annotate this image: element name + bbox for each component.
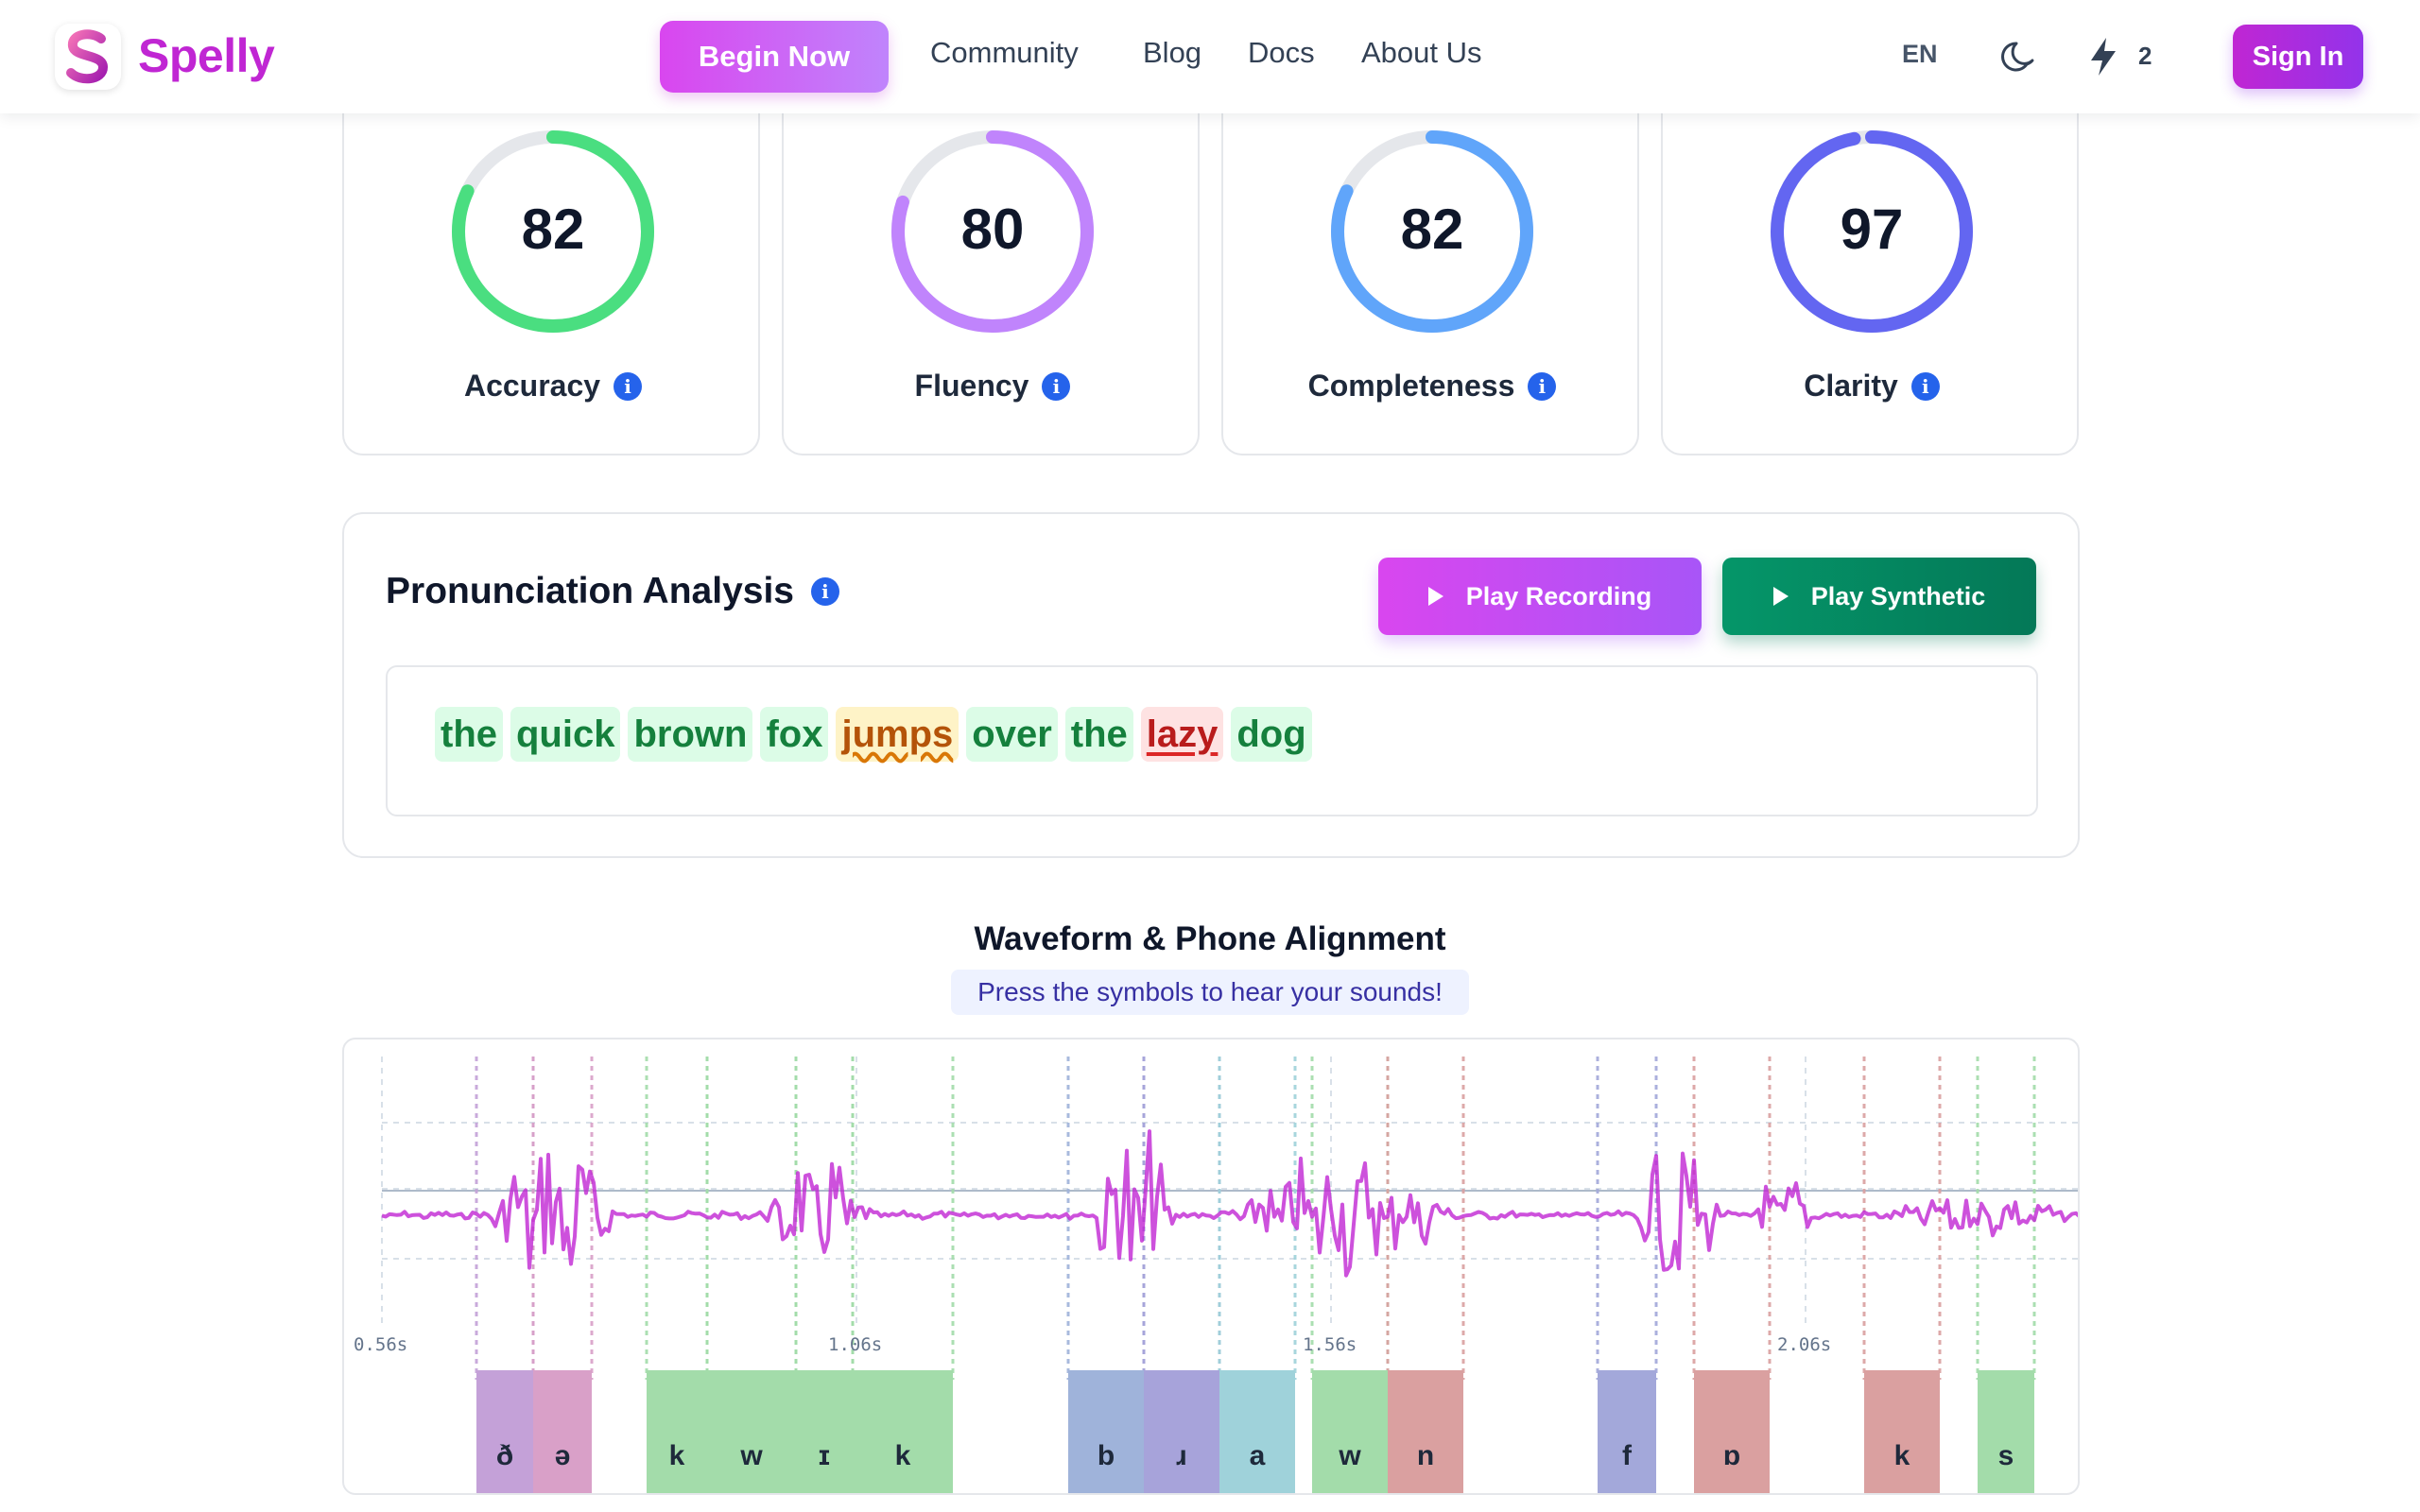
score-ring: [891, 130, 1094, 333]
top-navigation: Spelly Begin Now Community Blog Docs Abo…: [0, 0, 2420, 113]
time-tick: 2.06s: [1777, 1334, 1832, 1355]
waveform-chart[interactable]: [344, 1040, 2080, 1495]
logo-s-icon: [66, 29, 109, 84]
time-tick: 1.06s: [828, 1334, 883, 1355]
score-label: Fluency: [914, 369, 1029, 403]
phone-symbol[interactable]: w: [1312, 1370, 1388, 1493]
phone-symbol[interactable]: k: [853, 1370, 953, 1493]
info-icon[interactable]: i: [810, 577, 839, 606]
lightning-icon: [2091, 38, 2116, 76]
score-card-fluency: 80 Fluency i: [782, 85, 1200, 455]
logo[interactable]: [55, 24, 121, 90]
waveform-hint: Press the symbols to hear your sounds!: [951, 970, 1469, 1015]
begin-now-button[interactable]: Begin Now: [660, 21, 889, 93]
nav-link-community[interactable]: Community: [930, 36, 1079, 69]
time-tick: 0.56s: [354, 1334, 408, 1355]
sentence-box: the quick brown fox jumps over the lazy dog: [386, 665, 2038, 816]
play-synthetic-button[interactable]: Play Synthetic: [1722, 558, 2036, 635]
nav-link-about[interactable]: About Us: [1361, 36, 1482, 69]
score-card-accuracy: 82 Accuracy i: [342, 85, 760, 455]
brand-name[interactable]: Spelly: [138, 29, 275, 82]
word-chip[interactable]: the: [1064, 707, 1133, 762]
info-icon[interactable]: i: [1528, 371, 1557, 401]
nav-link-blog[interactable]: Blog: [1143, 36, 1202, 69]
phone-symbol[interactable]: ð: [476, 1370, 533, 1493]
credits-count: 2: [2138, 42, 2152, 70]
info-icon[interactable]: i: [1042, 371, 1071, 401]
phone-symbol[interactable]: w: [707, 1370, 796, 1493]
waveform-title: Waveform & Phone Alignment: [974, 920, 1446, 957]
word-chip[interactable]: over: [966, 707, 1058, 762]
word-chip[interactable]: the: [435, 707, 503, 762]
phone-symbol[interactable]: a: [1219, 1370, 1295, 1493]
score-card-completeness: 82 Completeness i: [1221, 85, 1639, 455]
ring-progress: [1331, 130, 1533, 333]
score-ring: [452, 130, 654, 333]
phone-symbol[interactable]: k: [647, 1370, 707, 1493]
info-icon[interactable]: i: [1910, 371, 1940, 401]
word-chip[interactable]: lazy: [1140, 707, 1224, 762]
score-value: 97: [1840, 198, 1904, 261]
ring-progress: [1771, 130, 1973, 333]
word-chip[interactable]: dog: [1231, 707, 1312, 762]
phone-symbol[interactable]: f: [1598, 1370, 1656, 1493]
waveform-line: [381, 1129, 2078, 1278]
play-recording-label: Play Recording: [1465, 581, 1652, 610]
phone-symbol[interactable]: ɹ: [1144, 1370, 1219, 1493]
moon-icon[interactable]: [2000, 38, 2038, 76]
word-chip[interactable]: fox: [760, 707, 829, 762]
phone-symbol[interactable]: ɒ: [1694, 1370, 1770, 1493]
word-list: the quick brown fox jumps over the lazy dog: [435, 707, 1312, 762]
info-icon[interactable]: i: [614, 371, 643, 401]
sign-in-button[interactable]: Sign In: [2233, 25, 2363, 89]
score-value: 82: [1400, 198, 1464, 261]
score-value: 80: [960, 198, 1025, 261]
language-selector[interactable]: EN: [1902, 40, 1938, 68]
word-chip[interactable]: jumps: [836, 707, 959, 762]
word-chip[interactable]: brown: [628, 707, 753, 762]
phone-symbol[interactable]: n: [1388, 1370, 1463, 1493]
score-label: Accuracy: [463, 369, 601, 403]
pronunciation-analysis-panel: Pronunciation Analysis i Play Recording …: [342, 512, 2080, 858]
play-icon: [1427, 587, 1443, 606]
phone-symbol[interactable]: k: [1864, 1370, 1940, 1493]
play-synthetic-label: Play Synthetic: [1810, 581, 1986, 610]
score-label: Completeness: [1307, 369, 1515, 403]
score-card-clarity: 97 Clarity i: [1661, 85, 2079, 455]
score-ring: [1771, 130, 1973, 333]
play-icon: [1772, 587, 1789, 606]
phone-symbol[interactable]: ɪ: [796, 1370, 853, 1493]
play-recording-button[interactable]: Play Recording: [1378, 558, 1702, 635]
nav-link-docs[interactable]: Docs: [1248, 36, 1315, 69]
score-ring: [1331, 130, 1533, 333]
word-chip[interactable]: quick: [510, 707, 621, 762]
phone-symbol[interactable]: s: [1978, 1370, 2034, 1493]
phone-symbol[interactable]: b: [1068, 1370, 1144, 1493]
time-tick: 1.56s: [1303, 1334, 1357, 1355]
ring-progress: [452, 130, 654, 333]
score-label: Clarity: [1804, 369, 1898, 403]
score-value: 82: [521, 198, 585, 261]
section-title: Pronunciation Analysis: [386, 571, 794, 611]
waveform-grid: [381, 1057, 2078, 1323]
ring-progress: [891, 130, 1094, 333]
phone-symbol[interactable]: ə: [533, 1370, 592, 1493]
